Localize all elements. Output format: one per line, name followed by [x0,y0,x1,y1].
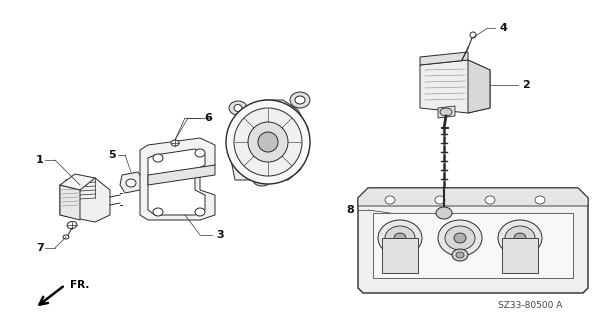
Ellipse shape [445,226,475,250]
Text: 6: 6 [204,113,212,123]
Polygon shape [148,165,215,185]
Ellipse shape [514,233,526,243]
Ellipse shape [485,196,495,204]
Ellipse shape [258,177,266,183]
Ellipse shape [195,149,205,157]
Ellipse shape [258,132,278,152]
Ellipse shape [498,220,542,256]
Polygon shape [230,100,308,180]
Ellipse shape [234,105,242,111]
Ellipse shape [438,220,482,256]
Ellipse shape [456,252,464,258]
Text: 3: 3 [216,230,224,240]
Ellipse shape [63,235,69,239]
Polygon shape [502,238,538,273]
Text: 4: 4 [499,23,507,33]
Text: 8: 8 [346,205,354,215]
Polygon shape [420,52,468,65]
Ellipse shape [470,32,476,38]
Ellipse shape [153,208,163,216]
Ellipse shape [440,108,452,116]
Ellipse shape [394,233,406,243]
Polygon shape [468,60,490,113]
Polygon shape [358,188,588,206]
Ellipse shape [290,92,310,108]
Ellipse shape [67,221,77,228]
Ellipse shape [535,196,545,204]
Text: FR.: FR. [70,280,89,290]
Ellipse shape [253,174,271,186]
Text: 2: 2 [522,80,530,90]
Ellipse shape [153,154,163,162]
Ellipse shape [171,140,179,146]
Polygon shape [60,185,80,220]
Polygon shape [420,60,490,113]
Polygon shape [373,213,573,278]
Ellipse shape [385,196,395,204]
Ellipse shape [195,208,205,216]
Text: 1: 1 [36,155,44,165]
Polygon shape [60,174,95,190]
Polygon shape [60,178,110,222]
Ellipse shape [452,249,468,261]
Polygon shape [358,188,588,293]
Ellipse shape [385,226,415,250]
Text: 5: 5 [108,150,116,160]
Ellipse shape [229,101,247,115]
Ellipse shape [226,100,310,184]
Polygon shape [148,149,205,215]
Ellipse shape [378,220,422,256]
Ellipse shape [234,108,302,176]
Polygon shape [438,106,455,118]
Ellipse shape [295,96,305,104]
Text: SZ33-80500 A: SZ33-80500 A [498,300,562,309]
Polygon shape [140,138,215,220]
Polygon shape [382,238,418,273]
Polygon shape [120,172,143,193]
Ellipse shape [505,226,535,250]
Ellipse shape [436,207,452,219]
Ellipse shape [435,196,445,204]
Ellipse shape [248,122,288,162]
Ellipse shape [454,233,466,243]
Text: 7: 7 [36,243,44,253]
Ellipse shape [126,179,136,187]
